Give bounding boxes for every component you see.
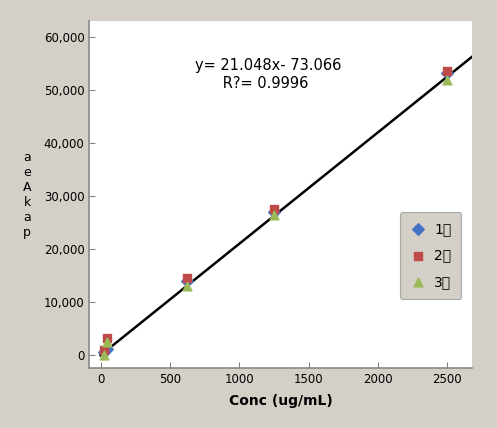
1차 (183, 277, 191, 284)
3차 (100, 351, 108, 358)
2차 (100, 347, 108, 354)
X-axis label: Conc (ug/mL): Conc (ug/mL) (229, 394, 332, 408)
Legend: 1차, 2차, 3차: 1차, 2차, 3차 (400, 212, 461, 299)
3차 (443, 76, 451, 83)
Text: y= 21.048x- 73.066
      R?= 0.9996: y= 21.048x- 73.066 R?= 0.9996 (195, 59, 341, 91)
1차 (443, 70, 451, 77)
2차 (270, 205, 278, 212)
1차 (270, 208, 278, 215)
2차 (103, 335, 111, 342)
Y-axis label: a
e
A
k
a
p: a e A k a p (23, 151, 31, 239)
3차 (103, 338, 111, 345)
1차 (100, 348, 108, 355)
1차 (103, 345, 111, 352)
3차 (270, 211, 278, 218)
2차 (443, 68, 451, 74)
3차 (183, 282, 191, 289)
2차 (183, 274, 191, 281)
